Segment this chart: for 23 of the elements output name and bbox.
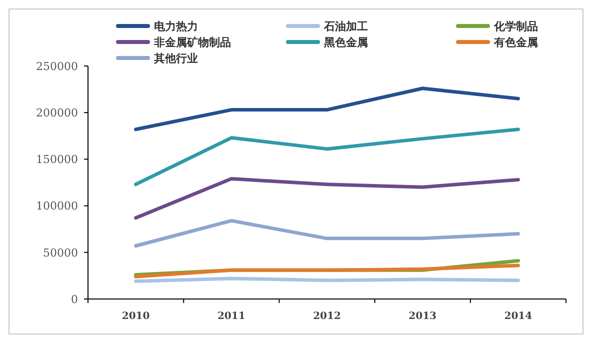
y-tick-label: 150000 (36, 153, 78, 166)
line-series (134, 264, 520, 278)
x-tick-label: 2014 (504, 311, 532, 322)
y-tick-label: 250000 (36, 60, 78, 73)
line-series (134, 128, 520, 186)
line-series (134, 177, 520, 220)
line-series (134, 218, 520, 248)
legend-label: 石油加工 (323, 20, 368, 33)
line-series (134, 86, 520, 132)
y-tick-label: 50000 (43, 246, 78, 260)
x-tick-label: 2012 (313, 311, 341, 322)
legend-label: 其他行业 (153, 52, 198, 65)
y-tick-label: 100000 (36, 200, 78, 213)
x-tick-label: 2010 (122, 311, 150, 322)
x-tick-label: 2013 (408, 311, 437, 322)
legend-label: 黑色金属 (323, 36, 368, 49)
legend-label: 有色金属 (493, 36, 538, 49)
legend-label: 电力热力 (154, 20, 198, 33)
legend-label: 非金属矿物制品 (153, 36, 231, 49)
x-tick-label: 2011 (217, 311, 246, 322)
legend-label: 化学制品 (493, 20, 538, 33)
y-tick-label: 0 (71, 292, 78, 306)
y-tick-label: 200000 (36, 106, 78, 120)
